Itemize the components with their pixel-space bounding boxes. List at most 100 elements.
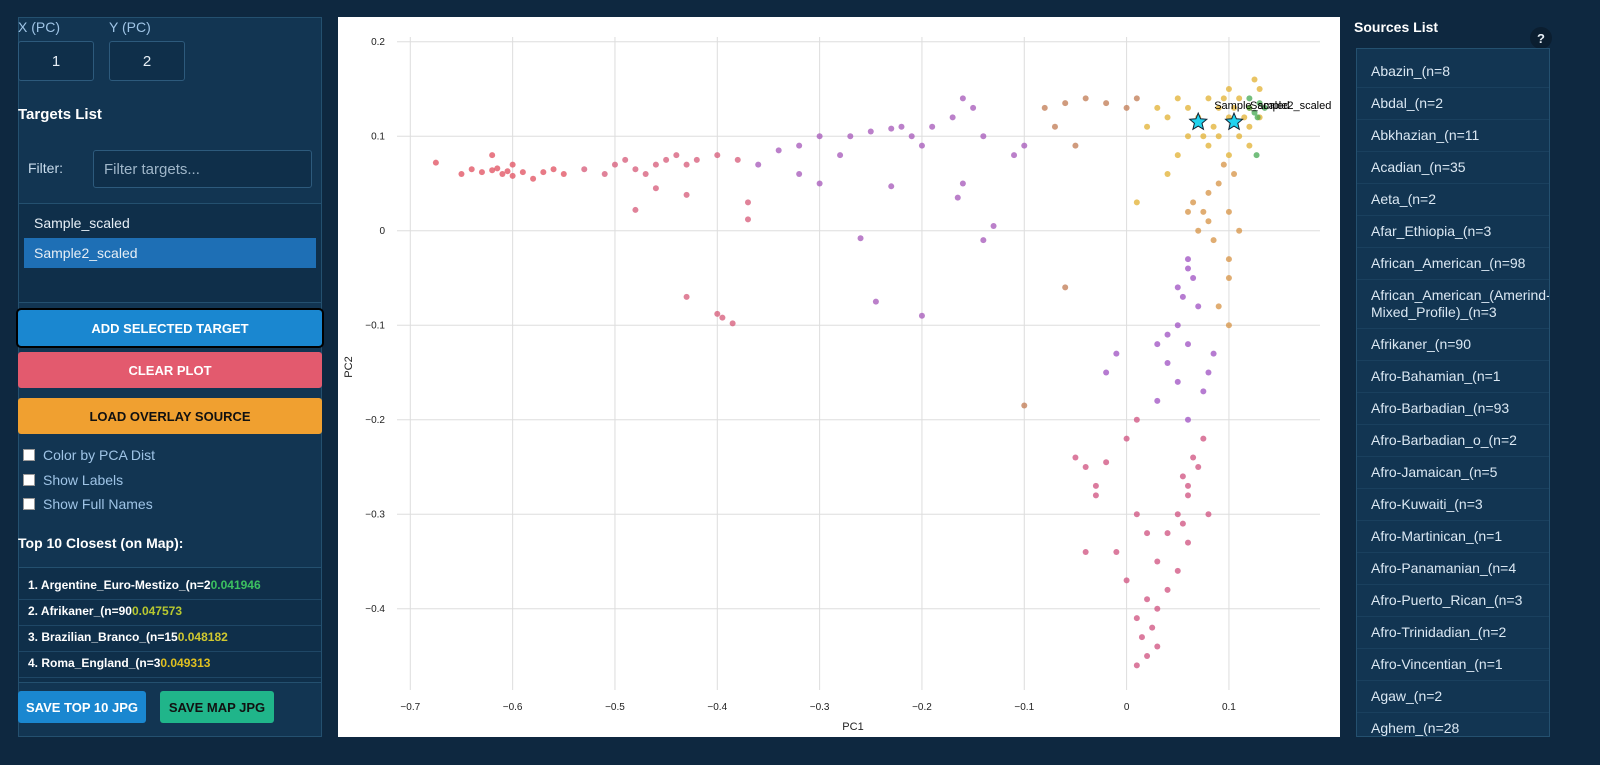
scatter-point — [1174, 567, 1181, 574]
scatter-point — [816, 180, 823, 187]
target-item[interactable]: Sample2_scaled — [24, 238, 316, 268]
source-item[interactable]: Afro-Panamanian_(n=4 — [1357, 553, 1549, 585]
save-map-button[interactable]: SAVE MAP JPG — [160, 691, 274, 723]
scatter-point — [1215, 133, 1222, 140]
help-button[interactable]: ? — [1530, 27, 1552, 49]
source-item[interactable]: Afro-Puerto_Rican_(n=3 — [1357, 585, 1549, 617]
y-tick-label: −0.2 — [365, 415, 385, 426]
target-label: Sample2_scaled — [1250, 100, 1331, 112]
top10-item[interactable]: 1. Argentine_Euro-Mestizo_(n=20.041946 — [19, 574, 321, 600]
overlay-button[interactable]: LOAD OVERLAY SOURCE — [18, 398, 322, 434]
checkbox-row[interactable]: Color by PCA Dist — [23, 447, 155, 463]
top10-dist: 0.041946 — [210, 578, 261, 592]
scatter-point — [632, 206, 639, 213]
top10-dist: 0.047573 — [131, 604, 183, 618]
top10-dist: 0.048182 — [177, 630, 228, 644]
x-tick-label: −0.4 — [707, 702, 727, 713]
scatter-point — [489, 167, 496, 174]
scatter-point — [1184, 492, 1191, 499]
checkbox[interactable] — [23, 498, 35, 510]
clear-button[interactable]: CLEAR PLOT — [18, 352, 322, 388]
source-item[interactable]: Abazin_(n=8 — [1357, 56, 1549, 88]
scatter-point — [1154, 341, 1161, 348]
scatter-point — [683, 161, 690, 168]
source-item[interactable]: Afro-Kuwaiti_(n=3 — [1357, 489, 1549, 521]
scatter-point — [1041, 104, 1048, 111]
checkbox[interactable] — [23, 473, 35, 486]
target-item[interactable]: Sample_scaled — [34, 215, 130, 231]
source-item[interactable]: Afro-Barbadian_o_(n=2 — [1357, 425, 1549, 457]
checkbox-label: Color by PCA Dist — [43, 447, 156, 463]
scatter-point — [1184, 104, 1191, 111]
scatter-point — [1179, 293, 1186, 300]
scatter-point — [755, 161, 762, 168]
top10-item[interactable]: 2. Afrikaner_(n=900.047573 — [19, 600, 321, 626]
top10-title: Top 10 Closest (on Map): — [18, 535, 184, 551]
source-item[interactable]: Agaw_(n=2 — [1357, 681, 1549, 713]
scatter-point — [729, 320, 736, 327]
scatter-point — [837, 152, 844, 159]
scatter-point — [693, 156, 700, 163]
source-item[interactable]: Afro-Martinican_(n=1 — [1357, 521, 1549, 553]
source-item[interactable]: African_American_(Amerind-Mixed_Profile)… — [1357, 280, 1549, 329]
top10-name: 2. Afrikaner_(n=90 — [28, 604, 132, 618]
scatter-point — [1220, 161, 1227, 168]
scatter-point — [663, 156, 670, 163]
scatter-point — [494, 165, 501, 172]
scatter-point — [1200, 133, 1207, 140]
scatter-point — [1210, 237, 1217, 244]
scatter-point — [1051, 123, 1058, 130]
checkbox-row[interactable]: Show Labels — [23, 472, 123, 488]
source-item[interactable]: Aghem_(n=28 — [1357, 713, 1549, 736]
source-item[interactable]: Abkhazian_(n=11 — [1357, 120, 1549, 152]
x-tick-label: 0.1 — [1222, 702, 1236, 713]
scatter-point — [1190, 199, 1197, 206]
filter-input[interactable]: Filter targets... — [93, 150, 312, 188]
chart: PC1 PC2 −0.7 −0.6 −0.5 −0.4 −0.3 −0.2 −0.1 0 0.1… — [338, 17, 1340, 737]
checkbox[interactable] — [23, 449, 35, 461]
scatter-point — [796, 142, 803, 149]
scatter-point — [611, 161, 618, 168]
source-item[interactable]: Afro-Vincentian_(n=1 — [1357, 649, 1549, 681]
top10-list: 1. Argentine_Euro-Mestizo_(n=20.041946 2.… — [18, 567, 322, 683]
y-tick-label: −0.3 — [365, 510, 385, 521]
x-tick-label: −0.7 — [400, 702, 420, 713]
scatter-point — [1205, 218, 1212, 225]
source-item[interactable]: Afar_Ethiopia_(n=3 — [1357, 216, 1549, 248]
scatter-point — [1113, 549, 1120, 556]
source-item[interactable]: Acadian_(n=35 — [1357, 152, 1549, 184]
scatter-point — [1200, 208, 1207, 215]
scatter-point — [1190, 454, 1197, 461]
top10-item[interactable]: 4. Roma_England_(n=30.049313 — [19, 652, 321, 678]
source-item[interactable]: Afro-Trinidadian_(n=2 — [1357, 617, 1549, 649]
source-item[interactable]: Aeta_(n=2 — [1357, 184, 1549, 216]
scatter-point — [504, 168, 511, 175]
save-top-button[interactable]: SAVE TOP 10 JPG — [18, 691, 146, 723]
scatter-point — [1082, 549, 1089, 556]
source-item[interactable]: African_American_(n=98 — [1357, 248, 1549, 280]
scatter-point — [857, 235, 864, 242]
scatter-point — [1246, 123, 1253, 130]
source-item[interactable]: Afro-Bahamian_(n=1 — [1357, 361, 1549, 393]
checkbox-row[interactable]: Show Full Names — [23, 496, 153, 512]
scatter-point — [1021, 142, 1028, 149]
source-item[interactable]: Afro-Barbadian_(n=93 — [1357, 393, 1549, 425]
scatter-point — [1174, 152, 1181, 159]
scatter-point — [1195, 227, 1202, 234]
scatter-point — [847, 133, 854, 140]
top10-item[interactable]: 5. Portuguese_Azores_(Flemish — [19, 678, 321, 682]
scatter-point — [1164, 114, 1171, 121]
source-item[interactable]: Abdal_(n=2 — [1357, 88, 1549, 120]
top10-item[interactable]: 3. Brazilian_Branco_(n=150.048182 — [19, 626, 321, 652]
source-item[interactable]: Afro-Jamaican_(n=5 — [1357, 457, 1549, 489]
y-input[interactable]: 2 — [109, 41, 185, 81]
x-input[interactable]: 1 — [18, 41, 94, 81]
add-button[interactable]: ADD SELECTED TARGET — [16, 308, 324, 348]
scatter-point — [867, 128, 874, 135]
scatter-point — [1092, 482, 1099, 489]
targets-title: Targets List — [18, 106, 102, 123]
scatter-point — [1179, 473, 1186, 480]
source-item[interactable]: Afrikaner_(n=90 — [1357, 329, 1549, 361]
scatter-point — [1246, 142, 1253, 149]
scatter-point — [980, 133, 987, 140]
